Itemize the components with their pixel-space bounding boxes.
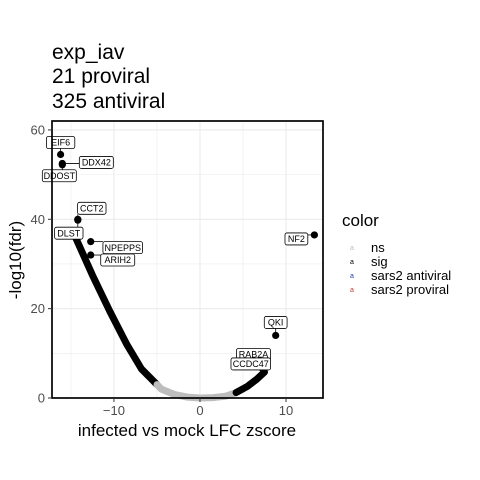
point-ddost (58, 161, 66, 169)
point-arih2 (87, 251, 95, 259)
point-cloud-sig (232, 368, 268, 397)
gene-label-rab2a: RAB2A (239, 350, 269, 360)
gene-label-ccdc47: CCDC47 (233, 359, 269, 369)
y-tick-label: 0 (38, 391, 45, 406)
gene-label-npepps: NPEPPS (104, 243, 141, 253)
y-tick-label: 60 (31, 122, 45, 137)
title-line-2: 21 proviral (52, 65, 150, 88)
point-eif6 (57, 150, 65, 159)
y-axis-ticks: 0 20 40 60 (31, 122, 52, 406)
label-box-arih2 (100, 253, 136, 267)
label-box-cct2 (77, 201, 107, 215)
label-box-nf2 (284, 232, 309, 246)
gene-labels: EIF6 DDX42 DDOST CCT2 DLST NPEPPS ARIH2 NF2 QKI R… (41, 136, 309, 371)
label-box-eif6 (46, 136, 76, 149)
legend-key-sig: a (350, 259, 354, 266)
label-box-qki (263, 316, 288, 329)
gene-label-arih2: ARIH2 (104, 255, 131, 265)
x-tick-label: 10 (279, 403, 293, 418)
x-axis-label: infected vs mock LFC zscore (78, 421, 296, 440)
legend-label-sars2_proviral: sars2 proviral (371, 282, 449, 297)
gene-label-eif6: EIF6 (51, 138, 70, 148)
gene-label-ddost: DDOST (44, 171, 76, 181)
label-box-ccdc47 (230, 357, 271, 371)
legend-label-sig: sig (371, 254, 388, 269)
title-line-3: 325 antiviral (52, 90, 165, 113)
legend-key-sars2_antiviral: a (350, 273, 354, 280)
label-box-npepps (102, 241, 143, 255)
gene-label-cct2: CCT2 (80, 203, 104, 213)
y-tick-label: 40 (31, 212, 45, 227)
point-npepps (87, 238, 95, 246)
x-tick-label: −10 (103, 403, 125, 418)
point-cloud-sig (70, 231, 161, 389)
point-dlst (74, 216, 82, 224)
plot-border (51, 120, 324, 399)
gene-label-nf2: NF2 (288, 234, 305, 244)
point-nf2 (310, 231, 318, 239)
gene-label-ddx42: DDX42 (82, 158, 111, 168)
y-tick-label: 20 (31, 301, 45, 316)
x-axis-ticks: −10 0 10 (103, 398, 293, 418)
label-box-ddx42 (78, 156, 114, 169)
point-qki (272, 331, 280, 340)
legend-label-ns: ns (371, 240, 385, 255)
label-box-ddost (41, 169, 77, 183)
gene-label-dlst: DLST (57, 228, 81, 238)
legend-title: color (342, 211, 379, 230)
label-box-dlst (54, 226, 84, 240)
legend: color a ns a sig a sars2 antiviral a sars2 prov… (342, 211, 451, 297)
gene-label-qki: QKI (268, 318, 284, 328)
x-tick-label: 0 (196, 403, 203, 418)
title-line-1: exp_iav (52, 41, 125, 64)
legend-key-ns: a (350, 245, 354, 252)
legend-label-sars2_antiviral: sars2 antiviral (371, 268, 451, 283)
legend-key-sars2_proviral: a (350, 287, 354, 294)
y-axis-label: -log10(fdr) (6, 221, 25, 299)
